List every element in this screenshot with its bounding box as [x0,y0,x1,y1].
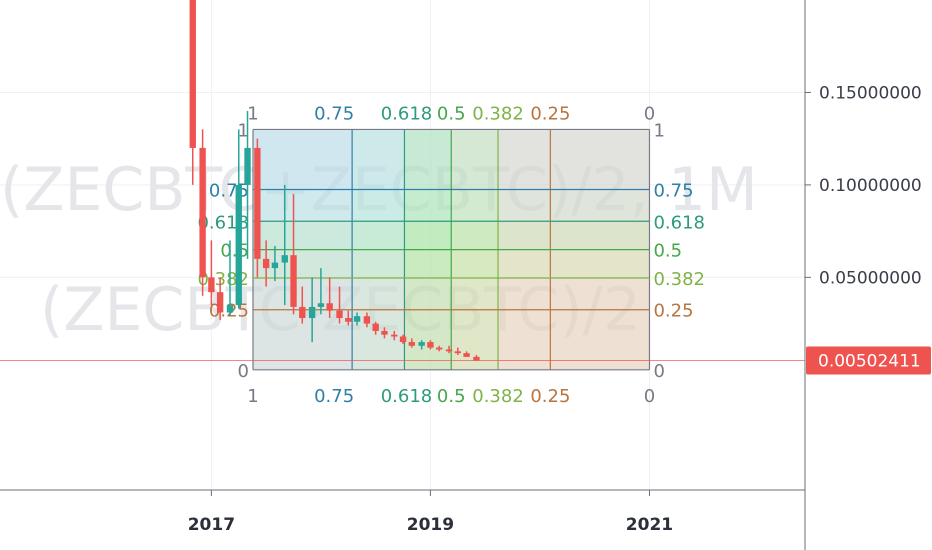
candle-body [353,316,361,322]
candle-body [445,349,453,352]
candle-body [317,303,325,307]
candle-body [408,342,415,346]
fib-right-label: 1 [653,120,664,141]
price-tag-label: 0.00502411 [818,352,921,372]
fib-top-label: 0.618 [381,103,433,124]
candle-body [399,336,407,343]
candle-body [391,334,398,337]
candle-body [199,147,206,278]
candle-body [436,347,443,350]
fib-bottom-label: 1 [247,386,258,407]
fib-top-label: 0.75 [314,103,354,124]
fib-right-label: 0.75 [653,181,693,202]
fib-right-label: 0.382 [653,269,705,290]
x-tick-label: 2017 [188,515,235,535]
fib-bottom-label: 0.5 [437,386,466,407]
candle-body [271,262,279,269]
candle-body [189,0,196,148]
x-tick-label: 2019 [407,515,454,535]
candle-body [454,351,461,354]
candle-body [308,306,316,319]
candle-body [418,342,425,346]
fib-left-label: 0 [238,361,249,382]
fib-right-label: 0 [653,361,664,382]
x-tick-label: 2021 [626,515,673,535]
fib-right-label: 0.25 [653,301,693,322]
fib-top-label: 0 [644,103,655,124]
fib-bottom-label: 0.25 [530,386,570,407]
fib-timezone-drawing[interactable]: 110.750.750.6180.6180.50.50.3820.3820.25… [197,103,705,406]
candle-body [208,277,215,293]
candle-body [290,255,297,307]
fib-bottom-label: 0 [644,386,655,407]
candle-body [473,356,480,361]
fib-left-label: 0.75 [209,181,249,202]
candle-body [262,258,270,269]
price-tag [806,346,931,375]
candle-body [244,147,251,185]
candle-body [463,353,470,357]
candle-body [381,330,388,335]
candle-body [336,310,343,319]
candle-body [345,318,352,322]
fib-bottom-label: 0.75 [314,386,354,407]
y-tick-label: 0.05000000 [819,268,922,288]
candlestick-series [189,0,480,361]
y-tick-label: 0.15000000 [819,83,922,103]
candle-body [226,305,234,313]
y-tick-label: 0.10000000 [819,176,922,196]
fib-left-label: 1 [238,120,249,141]
fib-right-label: 0.618 [653,212,705,233]
fib-right-label: 0.5 [653,241,682,262]
fib-top-label: 0.25 [530,103,570,124]
candle-body [254,147,261,259]
fib-top-label: 1 [247,103,258,124]
candle-body [326,303,333,311]
fib-bottom-label: 0.618 [381,386,433,407]
candle-body [235,184,242,306]
fib-bottom-label: 0.382 [472,386,524,407]
fib-top-label: 0.382 [472,103,524,124]
candle-body [427,342,434,348]
fib-left-label: 0.5 [220,241,249,262]
candle-body [299,306,306,319]
candle-body [281,255,288,263]
candle-body [216,292,224,313]
candle-body [363,316,371,324]
fib-top-label: 0.5 [437,103,466,124]
candle-body [372,323,379,331]
